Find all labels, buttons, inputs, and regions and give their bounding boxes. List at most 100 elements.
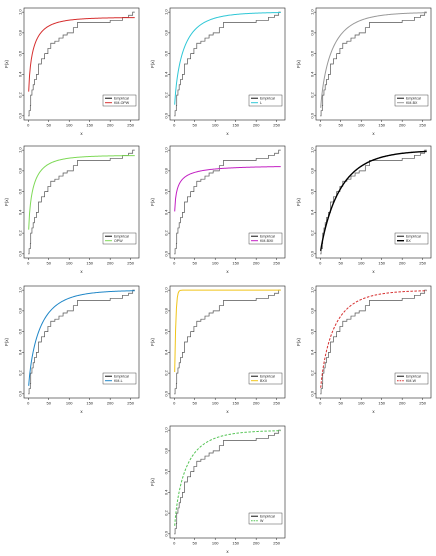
legend-box xyxy=(248,232,283,245)
plot-frame xyxy=(315,7,432,121)
y-tick-label: 0.6 xyxy=(18,50,23,56)
empirical-step-line xyxy=(28,149,135,255)
y-tick-label: 0.6 xyxy=(164,50,169,56)
y-tick-label: 0.4 xyxy=(18,209,23,215)
plot-frame xyxy=(23,145,140,259)
y-tick-label: 1.0 xyxy=(18,147,23,153)
fitted-cdf-curve xyxy=(28,290,135,386)
x-tick-label: 150 xyxy=(232,123,239,128)
y-tick-label: 0.4 xyxy=(310,349,315,355)
y-tick-label: 0.6 xyxy=(164,468,169,474)
y-axis-label: F(x) xyxy=(150,478,155,486)
plot-frame xyxy=(23,285,140,399)
y-tick-label: 0.0 xyxy=(164,250,169,256)
x-axis-label: x xyxy=(372,409,375,414)
legend-entry: KM-BXII xyxy=(260,239,273,243)
legend-box xyxy=(394,232,429,245)
y-tick-label: 0.2 xyxy=(164,92,169,98)
x-tick-label: 150 xyxy=(86,123,93,128)
x-tick-label: 200 xyxy=(253,261,260,266)
cdf-panel-10: 0 50 100 150 200 250 0.0 0.2 0.4 0.6 0.8 1.0 x F(x) Em… xyxy=(148,420,293,556)
y-tick-label: 0.0 xyxy=(18,390,23,396)
y-tick-label: 0.2 xyxy=(310,370,315,376)
y-tick-label: 0.8 xyxy=(18,307,23,313)
y-tick-label: 1.0 xyxy=(310,9,315,15)
x-tick-label: 0 xyxy=(27,401,30,406)
y-tick-label: 0.8 xyxy=(310,167,315,173)
x-axis-label: x xyxy=(226,269,229,274)
x-tick-label: 100 xyxy=(66,123,73,128)
x-tick-label: 150 xyxy=(378,123,385,128)
x-axis-label: x xyxy=(226,131,229,136)
cdf-panel-5: 0 50 100 150 200 250 0.0 0.2 0.4 0.6 0.8 1.0 x F(x) Em… xyxy=(148,140,293,276)
x-tick-label: 0 xyxy=(319,261,322,266)
cdf-plot-svg: 0 50 100 150 200 250 0.0 0.2 0.4 0.6 0.8 1.0 x F(x) Em… xyxy=(4,145,140,274)
y-tick-label: 0.2 xyxy=(164,230,169,236)
empirical-step-line xyxy=(320,289,427,395)
cdf-plot-svg: 0 50 100 150 200 250 0.0 0.2 0.4 0.6 0.8 1.0 x F(x) Em… xyxy=(150,7,286,136)
legend-box xyxy=(248,94,283,107)
x-tick-label: 250 xyxy=(419,123,426,128)
cdf-plot-svg: 0 50 100 150 200 250 0.0 0.2 0.4 0.6 0.8 1.0 x F(x) Em… xyxy=(296,7,432,136)
y-tick-label: 0.0 xyxy=(164,112,169,118)
x-tick-label: 150 xyxy=(232,541,239,546)
y-tick-label: 0.2 xyxy=(18,230,23,236)
legend-box xyxy=(248,372,283,385)
x-tick-label: 50 xyxy=(193,261,198,266)
y-tick-label: 0.6 xyxy=(164,328,169,334)
x-tick-label: 0 xyxy=(319,401,322,406)
fitted-cdf-curve xyxy=(319,150,427,251)
legend-entry: Empirical xyxy=(114,235,129,239)
x-axis-label: x xyxy=(372,269,375,274)
legend-entry: W xyxy=(260,519,264,523)
x-tick-label: 200 xyxy=(107,123,114,128)
cdf-plot-svg: 0 50 100 150 200 250 0.0 0.2 0.4 0.6 0.8 1.0 x F(x) Em… xyxy=(150,145,286,274)
y-tick-label: 0.6 xyxy=(18,188,23,194)
y-tick-label: 0.0 xyxy=(310,250,315,256)
x-tick-label: 150 xyxy=(232,401,239,406)
y-tick-label: 1.0 xyxy=(18,9,23,15)
y-tick-label: 0.0 xyxy=(18,250,23,256)
legend-entry: Empirical xyxy=(114,97,129,101)
y-tick-label: 0.2 xyxy=(310,92,315,98)
y-tick-label: 0.6 xyxy=(310,188,315,194)
plot-frame xyxy=(315,285,432,399)
y-tick-label: 0.0 xyxy=(18,112,23,118)
x-tick-label: 250 xyxy=(419,261,426,266)
x-tick-label: 0 xyxy=(173,261,176,266)
legend-box xyxy=(102,232,137,245)
legend-entry: L xyxy=(260,101,262,105)
x-tick-label: 100 xyxy=(212,401,219,406)
legend-box xyxy=(248,512,283,525)
y-tick-label: 0.2 xyxy=(18,370,23,376)
x-tick-label: 150 xyxy=(86,261,93,266)
y-tick-label: 0.4 xyxy=(18,71,23,77)
y-tick-label: 1.0 xyxy=(164,287,169,293)
x-tick-label: 100 xyxy=(66,401,73,406)
x-tick-label: 150 xyxy=(378,401,385,406)
y-axis-label: F(x) xyxy=(296,338,301,346)
y-tick-label: 0.0 xyxy=(310,112,315,118)
legend-box xyxy=(102,372,137,385)
legend-entry: BX xyxy=(406,239,411,243)
x-tick-label: 250 xyxy=(273,541,280,546)
x-tick-label: 250 xyxy=(127,401,134,406)
x-tick-label: 0 xyxy=(319,123,322,128)
y-tick-label: 0.6 xyxy=(164,188,169,194)
fitted-cdf-curve xyxy=(174,430,281,526)
y-tick-label: 0.6 xyxy=(310,50,315,56)
x-tick-label: 150 xyxy=(232,261,239,266)
x-tick-label: 100 xyxy=(212,541,219,546)
legend-entry: BXII xyxy=(260,379,267,383)
y-tick-label: 0.2 xyxy=(164,510,169,516)
x-tick-label: 250 xyxy=(273,401,280,406)
y-axis-label: F(x) xyxy=(296,198,301,206)
legend-entry: KM-OPW xyxy=(114,101,130,105)
y-tick-label: 0.4 xyxy=(18,349,23,355)
y-tick-label: 0.2 xyxy=(310,230,315,236)
x-tick-label: 250 xyxy=(273,123,280,128)
y-tick-label: 0.4 xyxy=(164,209,169,215)
legend-entry: OPW xyxy=(114,239,123,243)
x-tick-label: 100 xyxy=(358,123,365,128)
x-tick-label: 50 xyxy=(193,401,198,406)
